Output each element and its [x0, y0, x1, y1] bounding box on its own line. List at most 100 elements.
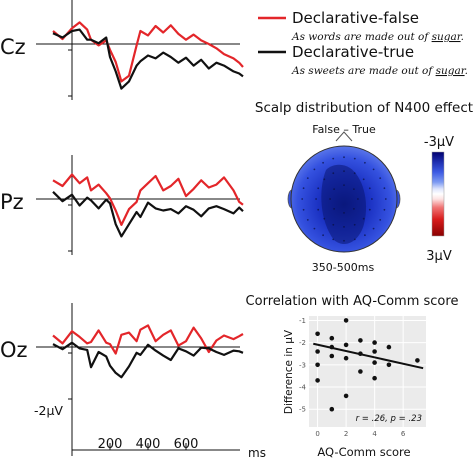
- scatter-annotation: r = .26, p = .23: [356, 414, 422, 424]
- electrode-dot: [343, 212, 345, 214]
- legend-example-false: As words are made out of sugar.: [291, 31, 464, 43]
- electrode-dot: [343, 184, 345, 187]
- waveform-oz-false: [52, 324, 244, 355]
- electrode-dot: [343, 239, 345, 242]
- erp-scale-bracket-cz: [68, 49, 73, 97]
- colorbar-top-label: -3µV: [424, 135, 454, 150]
- electrode-dot: [306, 177, 309, 180]
- colorbar-bottom-label: 3µV: [426, 249, 452, 264]
- electrode-dot: [353, 208, 355, 210]
- scatter-point: [329, 335, 335, 341]
- electrode-dot: [332, 238, 335, 241]
- electrode-dot: [322, 161, 324, 164]
- electrode-dot: [343, 226, 345, 228]
- electrode-dot: [372, 168, 375, 171]
- legend-example-true: As sweets are made out of sugar.: [291, 65, 468, 77]
- electrode-dot: [371, 198, 373, 200]
- electrode-dot: [306, 219, 309, 221]
- electrode-dot: [383, 187, 386, 190]
- waveform-oz-true: [52, 341, 244, 379]
- electrode-dot: [302, 208, 305, 211]
- scatter-point: [315, 362, 320, 368]
- electrode-dot: [343, 156, 345, 159]
- scatter-panel: Correlation with AQ-Comm score 0 2 4 6 -5 -4 -…: [246, 294, 459, 459]
- scatter-point: [315, 349, 320, 354]
- electrode-dot: [353, 223, 356, 226]
- topography-panel: Scalp distribution of N400 effect False …: [255, 100, 473, 274]
- electrode-dot: [364, 234, 366, 237]
- electrode-dot: [379, 177, 382, 180]
- electrode-dot: [302, 187, 305, 190]
- electrode-dot: [362, 217, 365, 220]
- scatter-ytick-label--5: -5: [299, 406, 306, 414]
- scatter-ytick-label--1: -1: [299, 317, 306, 325]
- electrode-dot: [313, 168, 316, 171]
- electrode-dot: [332, 172, 335, 175]
- channel-label-oz: Oz: [0, 338, 28, 362]
- electrode-dot: [379, 219, 382, 221]
- legend: Declarative-false As words are made out …: [258, 9, 468, 77]
- electrode-dot: [364, 161, 366, 164]
- erp-scale-bracket-oz: [68, 352, 73, 400]
- scatter-fit-line: [313, 342, 424, 370]
- electrode-dot: [383, 208, 386, 211]
- scatter-ytick-label--4: -4: [299, 384, 307, 392]
- electrode-dot: [353, 188, 355, 191]
- electrode-dot: [329, 198, 331, 200]
- legend-example-false-word: sugar: [432, 31, 463, 43]
- electrode-dot: [372, 227, 375, 230]
- scatter-point: [343, 318, 349, 323]
- scatter-point: [343, 342, 349, 348]
- electrode-dot: [313, 227, 316, 230]
- scatter-title: Correlation with AQ-Comm score: [246, 294, 459, 309]
- scatter-point: [343, 355, 349, 361]
- electrode-dot: [322, 234, 324, 237]
- scatter-plot-area: [309, 316, 426, 427]
- electrode-dot: [323, 217, 326, 220]
- scatter-ytick-label--2: -2: [299, 339, 306, 347]
- scalp-map: [287, 131, 401, 253]
- electrode-dot: [368, 208, 371, 211]
- waveform-pz-true: [52, 191, 244, 238]
- electrode-dot: [357, 198, 359, 200]
- scatter-ylabel: Difference in µV: [283, 329, 295, 414]
- electrode-dot: [343, 170, 345, 173]
- nose-outline: [335, 131, 353, 142]
- channel-label-pz: Pz: [0, 190, 24, 214]
- waveform-cz-false: [52, 21, 244, 83]
- electrode-dot: [301, 198, 304, 200]
- topo-time-window: 350-500ms: [312, 261, 375, 274]
- electrode-dot: [332, 157, 335, 160]
- scatter-plot: 0 2 4 6 -5 -4 -3 -2 -1 r = .26, p = .23: [299, 316, 426, 438]
- electrode-dot: [333, 188, 335, 191]
- scatter-ytick-label--3: -3: [299, 361, 306, 369]
- waveform-cz-true: [52, 28, 244, 90]
- scatter-point: [386, 344, 392, 350]
- scatter-point: [372, 360, 377, 365]
- electrode-dot: [362, 178, 365, 181]
- scatter-xtick-label-2: 2: [344, 430, 348, 438]
- waveform-pz-false: [52, 173, 244, 226]
- colorbar-gradient: [431, 151, 445, 237]
- scatter-point: [386, 362, 392, 368]
- electrode-dot: [353, 238, 356, 241]
- scatter-xtick-label-0: 0: [315, 430, 319, 438]
- erp-scale-bracket-pz: [68, 204, 73, 252]
- scatter-point: [315, 331, 320, 337]
- scatter-point: [329, 406, 335, 412]
- scatter-point: [372, 340, 377, 345]
- electrode-dot: [317, 187, 320, 190]
- scatter-point: [329, 353, 335, 359]
- legend-label-false: Declarative-false: [292, 9, 419, 27]
- legend-example-true-word: sugar: [436, 65, 467, 77]
- electrode-dot: [323, 178, 326, 181]
- erp-waveform-panel: Cz Pz Oz -2µV 200 400 600 ms: [0, 0, 266, 459]
- electrode-dot: [368, 187, 371, 190]
- scatter-xtick-label-4: 4: [372, 430, 377, 438]
- scatter-point: [315, 378, 320, 383]
- electrode-dot: [332, 223, 335, 226]
- topo-title: Scalp distribution of N400 effect: [255, 100, 473, 116]
- scatter-point: [358, 338, 363, 343]
- scatter-point: [343, 393, 349, 399]
